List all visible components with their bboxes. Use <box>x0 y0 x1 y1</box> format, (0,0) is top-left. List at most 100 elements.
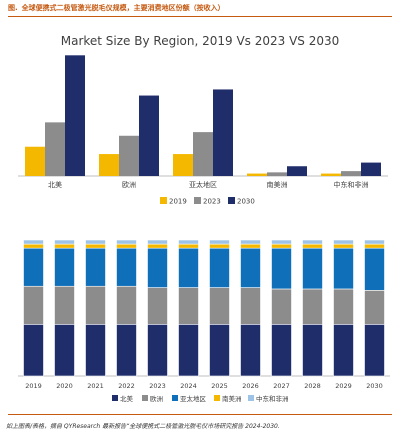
bar-2030-5 <box>361 162 381 176</box>
legend-label: 南美洲 <box>222 394 242 403</box>
stack-segment-3 <box>209 247 230 288</box>
stack-segment-3 <box>54 247 75 287</box>
stack-segment-5 <box>116 239 137 245</box>
bar-2030-4 <box>287 166 307 176</box>
stack-segment-1 <box>302 324 323 377</box>
bar-2019-1 <box>25 146 45 176</box>
legend-swatch-4 <box>214 395 220 401</box>
stack-segment-5 <box>85 239 106 245</box>
figure-label: 图. <box>8 4 18 12</box>
stack-segment-5 <box>271 239 292 245</box>
legend-label: 2019 <box>169 198 187 206</box>
stack-segment-4 <box>240 243 261 249</box>
legend-swatch-2023 <box>194 197 201 204</box>
stack-segment-5 <box>23 239 44 245</box>
stack-segment-1 <box>364 324 385 377</box>
stack-segment-2 <box>209 287 230 325</box>
legend-swatch-5 <box>248 395 254 401</box>
legend-swatch-3 <box>172 395 178 401</box>
stack-segment-1 <box>271 324 292 377</box>
stack-segment-2 <box>302 288 323 325</box>
stack-segment-3 <box>147 247 168 288</box>
stack-segment-2 <box>240 287 261 325</box>
stack-segment-1 <box>116 324 137 377</box>
x-tick-label: 2023 <box>149 382 166 390</box>
legend-swatch-1 <box>112 395 118 401</box>
bar-2023-4 <box>267 172 287 176</box>
legend-label: 2030 <box>237 198 255 206</box>
region-share-stacked-chart: 2019 2020 2021 2022 2023 2024 2025 2026 2027 2028… <box>18 239 390 403</box>
bar-2030-2 <box>139 95 159 176</box>
source-note: 如上图表/表格，摘自 QYResearch 最新报告“全球便携式二极管激光脱毛仪… <box>6 423 280 430</box>
stack-segment-1 <box>54 324 75 377</box>
bar-2019-3 <box>173 154 193 176</box>
stack-segment-1 <box>147 324 168 377</box>
x-tick-label: 2025 <box>211 382 228 390</box>
stack-segment-3 <box>85 247 106 287</box>
stack-segment-1 <box>178 324 199 377</box>
x-tick-label: 欧洲 <box>122 180 136 189</box>
figure-title-text: 全球便携式二极管激光脱毛仪规模，主要消费地区份额（按收入） <box>21 4 225 12</box>
chart1-title: Market Size By Region, 2019 Vs 2023 VS 2… <box>60 34 340 48</box>
bar-2019-5 <box>321 173 341 176</box>
x-tick-label: 2021 <box>87 382 104 390</box>
x-tick-label: 2020 <box>56 382 73 390</box>
bar-2030-1 <box>65 55 85 176</box>
stack-segment-5 <box>240 239 261 245</box>
stack-segment-3 <box>333 247 354 290</box>
stack-segment-3 <box>240 247 261 288</box>
legend-label: 亚太地区 <box>180 394 207 403</box>
stack-segment-3 <box>23 247 44 287</box>
x-tick-label: 2030 <box>366 382 383 390</box>
stack-segment-4 <box>178 243 199 249</box>
stack-segment-5 <box>147 239 168 245</box>
stack-segment-4 <box>116 243 137 249</box>
stack-segment-3 <box>178 247 199 288</box>
legend-label: 欧洲 <box>150 394 163 403</box>
stack-segment-5 <box>364 239 385 245</box>
x-tick-label: 亚太地区 <box>189 180 217 189</box>
footer-rule <box>8 414 392 415</box>
x-tick-label: 2027 <box>273 382 290 390</box>
x-tick-label: 中东和非洲 <box>334 180 369 189</box>
x-tick-label: 2022 <box>118 382 135 390</box>
stack-segment-2 <box>23 285 44 325</box>
legend-label: 中东和非洲 <box>256 394 289 403</box>
legend-swatch-2019 <box>160 197 167 204</box>
stack-segment-1 <box>85 324 106 377</box>
stack-segment-4 <box>271 243 292 249</box>
x-tick-label: 2019 <box>25 382 42 390</box>
stack-segment-3 <box>271 247 292 290</box>
stack-segment-2 <box>54 285 75 325</box>
stack-segment-3 <box>302 247 323 290</box>
stack-segment-5 <box>302 239 323 245</box>
bar-2023-3 <box>193 132 213 176</box>
stack-segment-2 <box>116 285 137 325</box>
x-tick-label: 2024 <box>180 382 197 390</box>
bar-2023-5 <box>341 171 361 176</box>
stack-segment-4 <box>23 243 44 249</box>
bar-2019-2 <box>99 154 119 176</box>
stack-segment-3 <box>116 247 137 287</box>
stack-segment-3 <box>364 247 385 291</box>
stack-segment-1 <box>209 324 230 377</box>
stack-segment-5 <box>54 239 75 245</box>
x-tick-label: 2029 <box>335 382 352 390</box>
x-tick-label: 北美 <box>48 180 62 189</box>
legend-label: 北美 <box>120 394 134 403</box>
x-tick-label: 2026 <box>242 382 259 390</box>
legend-label: 2023 <box>203 198 221 206</box>
stack-segment-1 <box>23 324 44 377</box>
stack-segment-2 <box>333 288 354 325</box>
stack-segment-5 <box>333 239 354 245</box>
x-tick-label: 南美洲 <box>267 180 288 189</box>
stack-segment-4 <box>364 243 385 249</box>
stack-segment-2 <box>271 288 292 325</box>
bar-2019-4 <box>247 173 267 176</box>
stack-segment-4 <box>54 243 75 249</box>
bar-2030-3 <box>213 89 233 176</box>
figure-title: 图. 全球便携式二极管激光脱毛仪规模，主要消费地区份额（按收入） <box>8 3 392 13</box>
x-tick-label: 2028 <box>304 382 321 390</box>
stack-segment-5 <box>178 239 199 245</box>
stack-segment-1 <box>240 324 261 377</box>
